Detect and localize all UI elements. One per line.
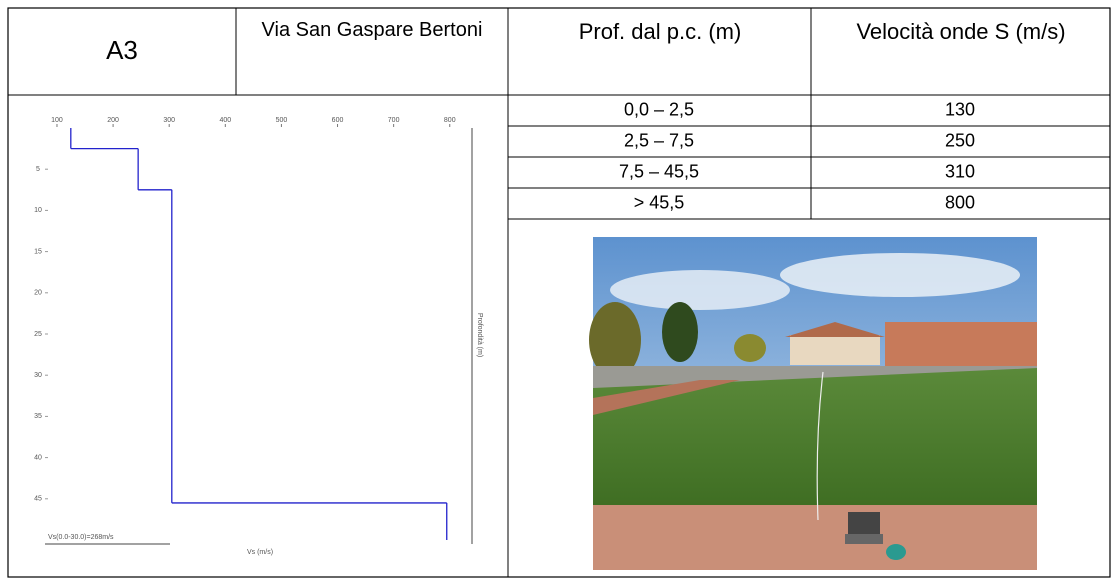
- depth-range: 2,5 – 7,5: [624, 130, 694, 150]
- x-tick-label: 700: [388, 117, 400, 124]
- y-tick-label: 15: [34, 248, 42, 255]
- x-tick-label: 500: [276, 117, 288, 124]
- site-id: A3: [106, 35, 138, 65]
- velocity-value: 310: [945, 161, 975, 181]
- velocity-header: Velocità onde S (m/s): [856, 19, 1066, 44]
- velocity-value: 250: [945, 130, 975, 150]
- y-axis-label: Profondità (m): [476, 313, 483, 357]
- x-axis-label: Vs (m/s): [247, 549, 273, 556]
- table-border: [7, 7, 1111, 578]
- y-tick-label: 35: [34, 413, 42, 420]
- depth-range: 7,5 – 45,5: [619, 161, 699, 181]
- x-tick-label: 800: [444, 117, 456, 124]
- y-tick-label: 20: [34, 290, 42, 297]
- y-tick-label: 5: [36, 166, 40, 173]
- velocity-value: 130: [945, 99, 975, 119]
- header-cell: Velocità onde S (m/s): [856, 19, 1066, 44]
- y-tick-label: 40: [34, 454, 42, 461]
- velocity-value: 800: [945, 192, 975, 212]
- header-cell: Via San Gaspare Bertoni: [261, 19, 483, 41]
- x-tick-label: 300: [163, 117, 175, 124]
- depth-range: 0,0 – 2,5: [624, 99, 694, 119]
- x-tick-label: 100: [51, 117, 63, 124]
- y-tick-label: 25: [34, 331, 42, 338]
- depth-range: > 45,5: [634, 192, 685, 212]
- site-photo: [589, 237, 1037, 570]
- vs30-annotation: Vs(0.0-30.0)=268m/s: [48, 534, 114, 541]
- x-tick-label: 200: [107, 117, 119, 124]
- x-tick-label: 600: [332, 117, 344, 124]
- y-tick-label: 45: [34, 496, 42, 503]
- header-cell: Prof. dal p.c. (m): [578, 19, 742, 44]
- address: Via San Gaspare Bertoni: [261, 19, 483, 41]
- x-tick-label: 400: [219, 117, 231, 124]
- depth-header: Prof. dal p.c. (m): [578, 19, 742, 44]
- y-tick-label: 30: [34, 372, 42, 379]
- y-tick-label: 10: [34, 207, 42, 214]
